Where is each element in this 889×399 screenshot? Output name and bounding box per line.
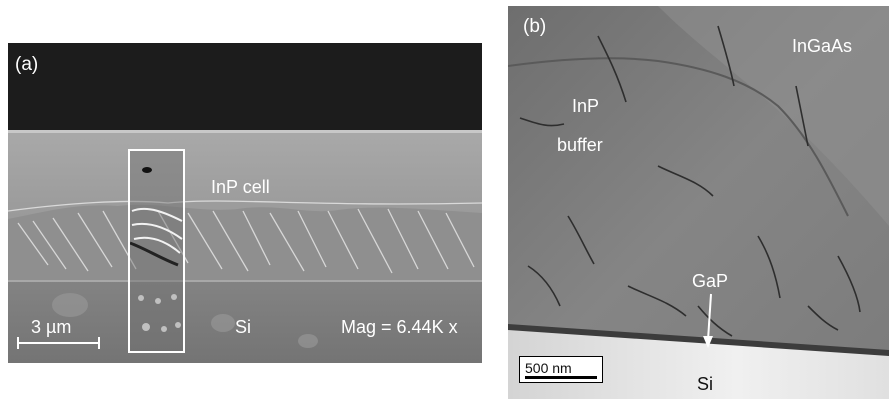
substrate-spots (52, 293, 318, 348)
inp-buffer-label-line2: buffer (557, 135, 603, 155)
scale-bar-b (525, 376, 597, 379)
tem-image (508, 6, 889, 399)
si-substrate (8, 281, 482, 363)
buffer-boundary (508, 57, 849, 217)
magnification-label: Mag = 6.44K x (341, 317, 458, 337)
gap-arrow (703, 293, 713, 348)
scale-bar-a (17, 337, 100, 349)
sem-image (8, 43, 482, 363)
surface-edge (8, 130, 482, 133)
scale-bar-label-b: 500 nm (525, 360, 572, 376)
dislocation-lines (519, 25, 861, 337)
interface-line (8, 280, 482, 282)
panel-label-b: (b) (523, 16, 547, 37)
panel-label-a: (a) (15, 54, 39, 75)
scale-bar-box-b: 500 nm (519, 356, 603, 383)
inp-buffer-label-line1: InP (572, 96, 600, 116)
ingaas-label: InGaAs (792, 36, 853, 56)
tem-panel: (b) InGaAs InP buffer GaP Si 500 nm (508, 6, 889, 399)
gap-label: GaP (692, 271, 729, 291)
focused-region (128, 149, 185, 353)
sem-panel: (a) InP cell Si 3 µm Mag = 6.44K x (8, 43, 482, 363)
si-substrate-b (508, 328, 889, 399)
vacuum-region (8, 43, 482, 133)
scale-bar-label-a: 3 µm (31, 317, 72, 337)
ingaas-region (658, 6, 889, 226)
inp-cell-label: InP cell (211, 177, 270, 197)
si-label-b: Si (697, 374, 714, 394)
gap-interlayer (508, 324, 889, 356)
cleaved-band (8, 204, 482, 281)
si-label-a: Si (235, 317, 252, 337)
